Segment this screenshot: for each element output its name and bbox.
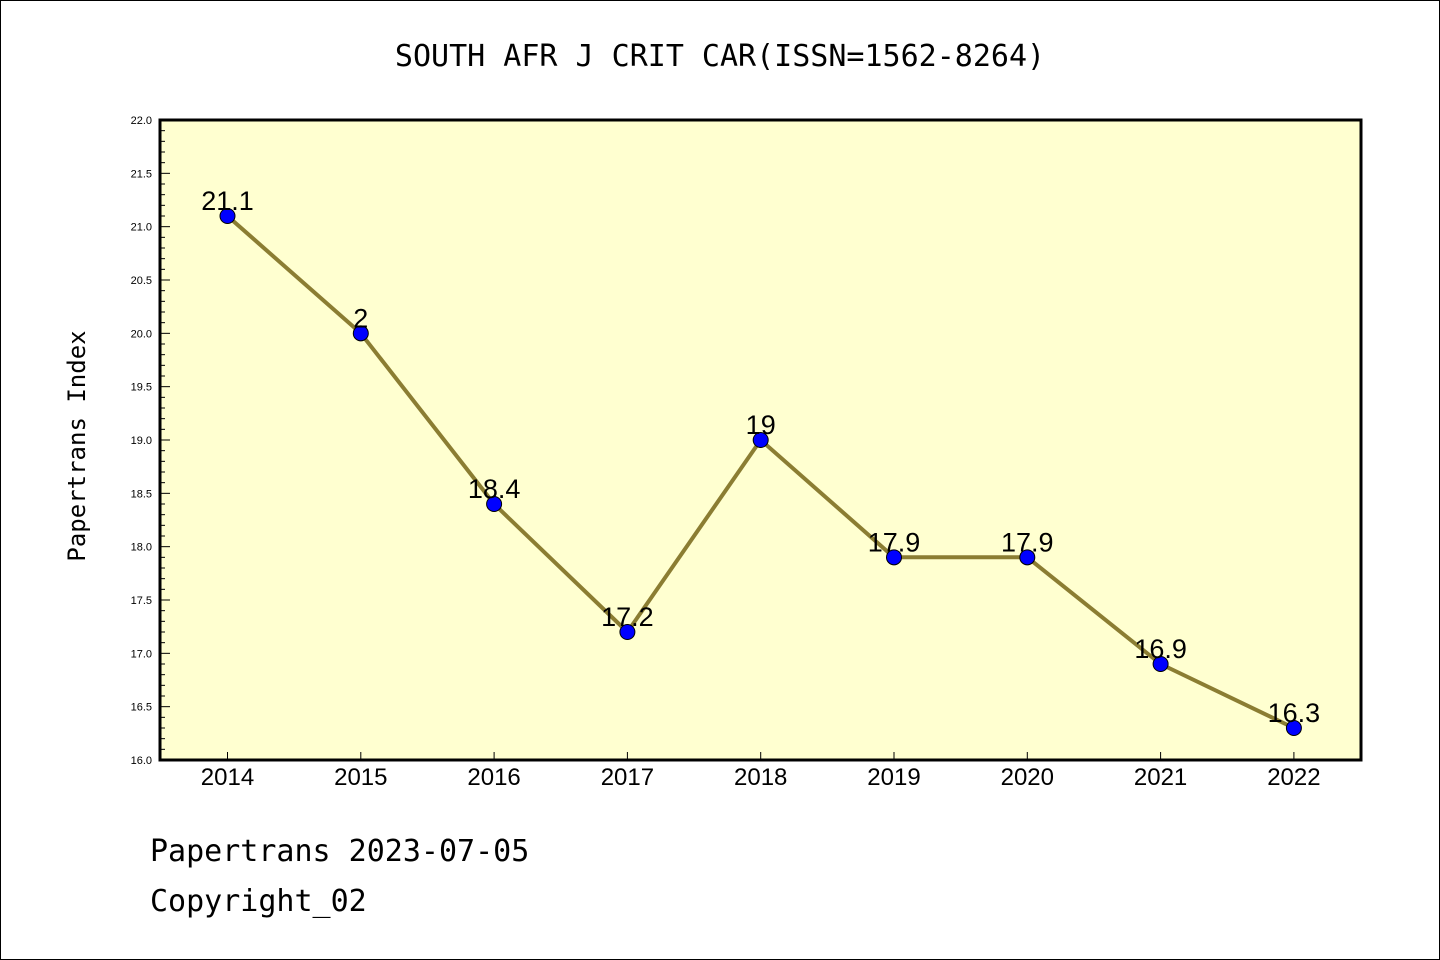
y-tick-label: 17.0 (131, 648, 152, 660)
data-point (752, 432, 769, 448)
data-point (1285, 720, 1302, 736)
y-tick-label: 19.5 (131, 382, 152, 394)
x-tick-label: 2019 (867, 764, 920, 791)
data-label: 17.9 (868, 527, 921, 557)
footer-copyright: Copyright_02 (150, 884, 367, 919)
data-point (886, 549, 902, 566)
data-point (352, 325, 369, 342)
y-tick-label: 20.0 (131, 328, 152, 340)
chart-title: SOUTH AFR J CRIT CAR(ISSN=1562-8264) (395, 39, 1045, 74)
y-tick-label: 21.5 (131, 168, 152, 180)
y-tick-label: 20.5 (131, 275, 152, 287)
data-point (219, 208, 236, 224)
data-point (1152, 656, 1169, 672)
x-tick-label: 2014 (201, 764, 254, 791)
x-tick-label: 2021 (1134, 764, 1187, 791)
y-tick-label: 18.5 (131, 488, 152, 500)
data-label: 21.1 (201, 186, 254, 216)
data-label: 16.9 (1134, 634, 1187, 664)
data-label: 18.4 (468, 474, 521, 504)
x-tick-label: 2018 (734, 764, 787, 791)
x-axis: 2014 2015 2016 2017 2018 2019 2020 2021 2022 (201, 752, 1321, 791)
footer-date: Papertrans 2023-07-05 (150, 834, 530, 869)
data-labels: 21.1 2 18.4 17.2 19 17.9 17.9 16.9 16.3 (201, 186, 1320, 728)
data-point (486, 496, 503, 512)
y-tick-label: 17.5 (131, 595, 152, 607)
data-label: 17.9 (1001, 527, 1054, 557)
data-point (619, 624, 636, 640)
x-tick-label: 2020 (1001, 764, 1054, 791)
data-point (1019, 549, 1036, 566)
y-axis-label: Papertrans Index (63, 330, 91, 561)
y-tick-label: 16.0 (131, 755, 152, 767)
data-label: 19 (746, 410, 776, 440)
y-tick-label: 22.0 (131, 115, 152, 127)
data-label: 2 (353, 303, 368, 333)
x-tick-label: 2017 (601, 764, 654, 791)
x-tick-label: 2022 (1267, 764, 1320, 791)
y-tick-label: 21.0 (131, 222, 152, 234)
x-tick-label: 2016 (467, 764, 520, 791)
y-tick-label: 18.0 (131, 542, 152, 554)
data-label: 16.3 (1268, 698, 1321, 728)
x-tick-label: 2015 (334, 764, 387, 791)
data-label: 17.2 (601, 602, 654, 632)
y-axis: 16.0 16.5 17.0 17.5 18.0 18.5 19.0 19.5 20.0 20.5… (131, 115, 170, 767)
y-tick-label: 19.0 (131, 435, 152, 447)
y-tick-label: 16.5 (131, 702, 152, 714)
series-layer (219, 208, 1302, 736)
